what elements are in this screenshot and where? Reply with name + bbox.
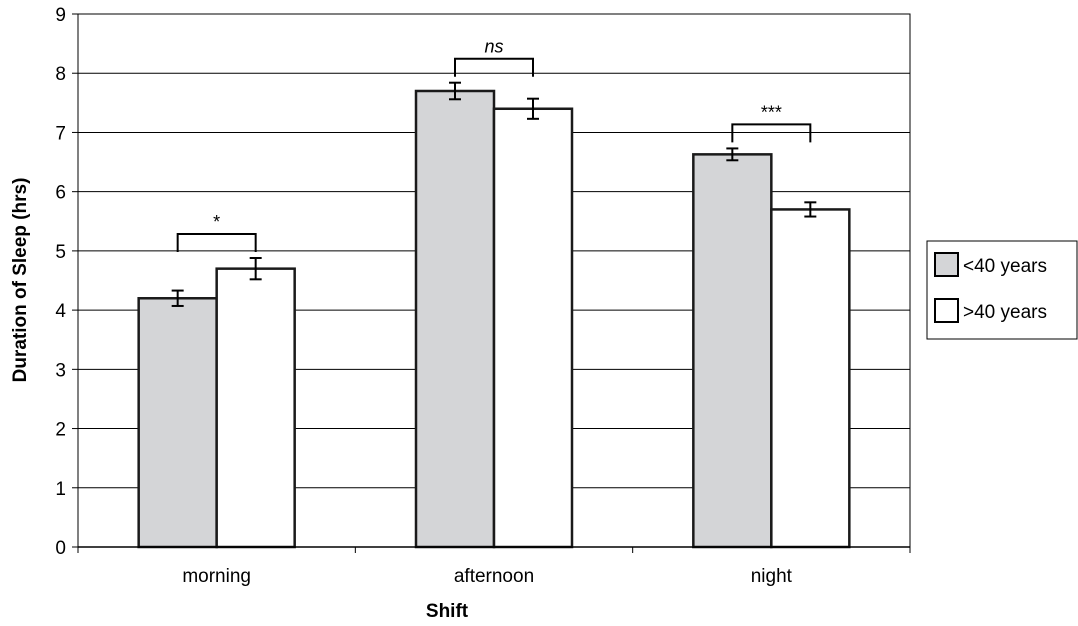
x-category-label: morning <box>182 566 251 587</box>
y-tick-label: 8 <box>55 64 66 85</box>
legend-swatch-under-40 <box>934 252 959 277</box>
legend: <40 years >40 years <box>926 240 1078 340</box>
axes: 0 1 2 3 4 5 6 7 8 9 morning afternoon night <box>55 5 911 587</box>
y-tick-label: 5 <box>55 242 66 263</box>
bar <box>692 153 773 549</box>
legend-label-over-40: >40 years <box>963 302 1047 323</box>
bar <box>414 89 496 549</box>
y-axis-title: Duration of Sleep (hrs) <box>10 178 31 383</box>
significance-annotations: * ns *** <box>176 37 812 252</box>
x-category-label: night <box>751 566 793 587</box>
y-tick-label: 6 <box>55 183 66 204</box>
x-category-label: afternoon <box>454 566 534 587</box>
y-tick-label: 1 <box>55 479 66 500</box>
y-tick-label: 3 <box>55 360 66 381</box>
bar <box>770 208 851 549</box>
y-tick-label: 7 <box>55 123 66 144</box>
bars <box>137 81 851 549</box>
significance-bracket <box>731 123 812 143</box>
significance-label: ns <box>484 37 503 57</box>
y-tick-label: 2 <box>55 420 66 441</box>
bar <box>492 107 574 549</box>
x-axis-title: Shift <box>426 601 469 622</box>
significance-label: * <box>213 212 220 232</box>
y-tick-label: 0 <box>55 538 66 559</box>
bar <box>137 297 218 549</box>
bar <box>215 267 296 549</box>
significance-label: *** <box>761 102 782 122</box>
legend-label-under-40: <40 years <box>963 256 1047 277</box>
legend-swatch-over-40 <box>934 298 959 323</box>
significance-bracket <box>176 232 257 252</box>
y-tick-label: 4 <box>55 301 66 322</box>
y-tick-label: 9 <box>55 5 66 26</box>
significance-bracket <box>454 57 534 77</box>
